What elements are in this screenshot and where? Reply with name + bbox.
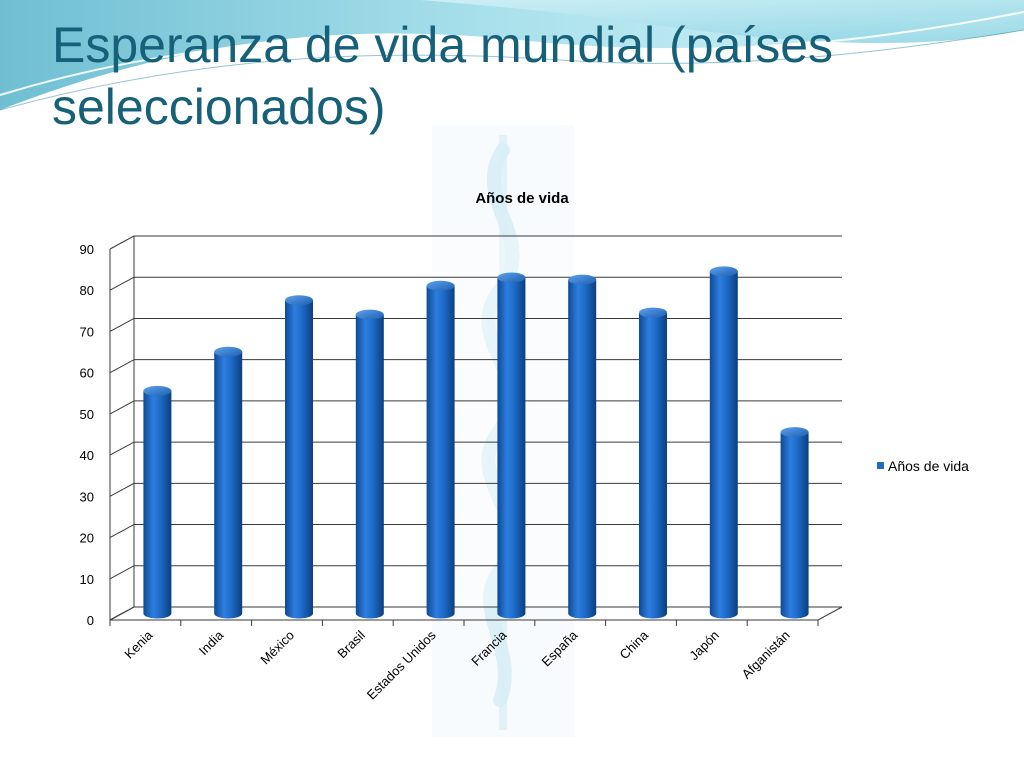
bar [497,272,526,619]
bar-body [709,271,738,619]
x-tick-label: Kenia [121,627,156,662]
bar-body [568,279,597,619]
header-wave-stroke-2 [0,29,1024,111]
gridline-diagonal [109,524,135,538]
bar [285,295,313,619]
bar [780,427,809,619]
x-tick-label: España [539,627,581,669]
bar [355,309,384,619]
bar-body [426,285,455,619]
gridline-diagonal [109,400,135,415]
bar-top [780,427,809,438]
gridline-diagonal [109,235,135,250]
legend-label: Años de vida [888,458,969,474]
x-tick-label: Francia [468,627,510,669]
bar-body [780,432,809,619]
bar-top [568,274,597,285]
y-tick-label: 30 [80,489,94,504]
bar [568,274,597,619]
bar-body [355,314,384,619]
bar-top [639,307,667,318]
y-tick-label: 50 [80,407,94,422]
bar-top [426,280,455,291]
header-wave-stroke [0,11,1024,96]
bar-top [709,266,738,277]
x-tick-label: Estados Unidos [364,627,439,702]
y-tick-label: 20 [80,531,94,546]
legend-swatch [877,462,884,469]
bar-body [285,300,313,619]
y-tick-label: 60 [80,366,94,381]
gridline-diagonal [109,318,135,332]
bar-body [497,277,526,619]
bar-top [214,346,243,357]
bar [214,346,243,619]
y-tick-label: 40 [80,448,94,463]
bar-body [639,312,667,619]
bar [639,307,667,619]
bar [709,266,738,619]
bar-top [285,295,313,306]
header-wave-light [420,0,1024,44]
x-tick-label: Brasil [334,627,368,661]
x-tick-label: India [196,627,227,658]
gridline-diagonal [109,441,135,456]
y-tick-label: 0 [87,613,94,628]
x-tick-label: Japón [686,628,722,664]
bar-top [497,272,526,283]
chart-floor [109,606,843,621]
bar [426,280,455,619]
bar-body [143,390,172,619]
bar-top [143,385,172,396]
x-tick-label: México [257,628,297,668]
bar [143,385,172,619]
bar-top [355,309,384,320]
x-tick-label: China [616,627,651,662]
plot-area: 0 10 20 30 40 50 60 70 80 90 Kenia India México Brasi… [80,235,843,703]
chart-title: Años de vida [475,190,569,207]
gridline-diagonal [109,276,135,291]
bar-body [214,351,243,619]
gridline-diagonal [109,359,135,374]
legend: Años de vida [877,458,969,474]
x-tick-label: Afganistán [739,628,793,682]
y-tick-label: 70 [80,324,94,339]
y-tick-label: 10 [80,572,94,587]
gridline-diagonal [109,482,135,497]
y-tick-label: 90 [80,242,94,257]
gridline-diagonal [109,565,135,580]
slide-title: Esperanza de vida mundial (países selecc… [52,17,834,135]
y-tick-label: 80 [80,283,94,298]
